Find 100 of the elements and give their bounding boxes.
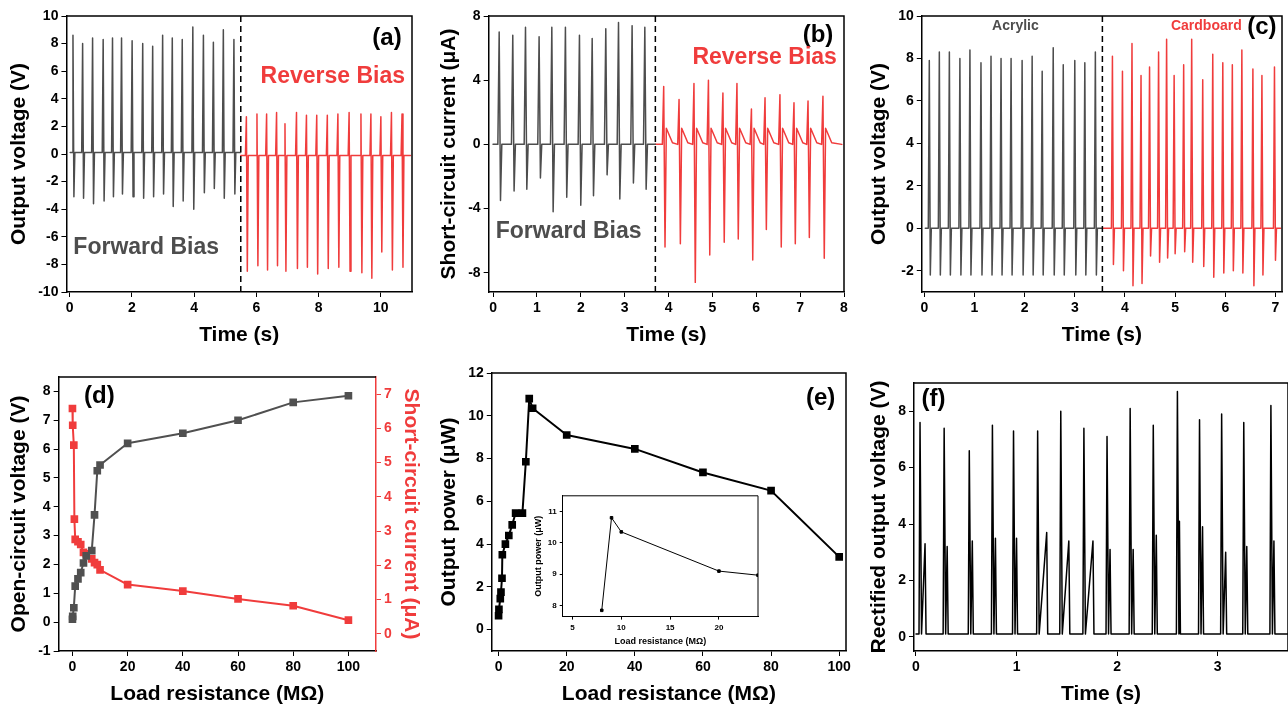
annotation: (c) [1247,11,1277,39]
y-tick-label: 6 [50,62,59,79]
series-label: Forward Bias [73,233,220,260]
x-tick-label: 0 [65,299,74,316]
x-tick-label: 0 [68,658,77,675]
x-tick-label: 4 [190,299,199,316]
annotation: (f) [921,383,946,411]
x-tick-label: 0 [489,299,498,316]
x-tick-label: 6 [752,299,761,316]
x-axis-title: Load resistance (MΩ) [614,636,707,647]
y-tick-label: -8 [45,255,59,272]
y-tick-label: 9 [552,569,558,579]
y2-tick-label: 2 [384,556,393,573]
x-tick-label: 2 [127,299,136,316]
x-axis-title: Time (s) [1060,681,1142,705]
x-tick-label: 5 [570,622,576,632]
x-axis-title: Time (s) [626,322,707,346]
y-tick-label: 4 [42,497,51,514]
y-tick-label: 8 [898,402,907,419]
x-tick-label: 10 [373,299,389,316]
x-tick-label: 15 [665,622,676,632]
y-tick-label: -2 [901,261,914,278]
y2-tick-label: 1 [384,590,393,607]
x-axis-title: Load resistance (MΩ) [110,681,325,705]
y2-tick-label: 4 [384,487,393,504]
x-tick-label: 2 [1113,658,1122,675]
y-tick-label: 6 [475,492,484,509]
y-tick-label: 11 [548,506,558,516]
y-tick-label: 1 [42,584,51,601]
y-tick-label: -4 [45,200,59,217]
x-tick-label: 4 [664,299,673,316]
y-tick-label: 8 [475,449,484,466]
y2-axis-title: Short-circuit current (μA) [400,388,424,640]
y-tick-label: 10 [42,6,59,23]
y-tick-label: 4 [475,534,484,551]
x-tick-label: 3 [620,299,629,316]
y-tick-label: -1 [38,641,51,658]
x-tick-label: 6 [252,299,261,316]
x-tick-label: 7 [1271,299,1280,316]
y-tick-label: 8 [42,382,51,399]
y-axis-title: Rectified output voltage (V) [866,380,890,654]
x-tick-label: 7 [796,299,805,316]
y-tick-label: 4 [472,71,481,88]
x-tick-label: 0 [920,299,929,316]
x-tick-label: 20 [119,658,136,675]
y-axis-title: Open-circuit voltage (V) [6,395,30,633]
y-tick-label: 2 [50,117,59,134]
x-tick-label: 3 [1070,299,1079,316]
x-tick-label: 100 [336,658,361,675]
y-axis-title: Output voltage (V) [6,63,30,245]
y-tick-label: 12 [468,363,484,380]
y-tick-label: -2 [45,172,59,189]
x-tick-label: 2 [1020,299,1029,316]
x-tick-label: 40 [627,658,643,675]
x-tick-label: 40 [175,658,191,675]
x-tick-label: 0 [494,658,503,675]
x-tick-label: 80 [285,658,302,675]
x-axis-title: Time (s) [1061,322,1142,346]
y-tick-label: 2 [905,176,914,193]
x-tick-label: 1 [533,299,542,316]
x-tick-label: 6 [1221,299,1230,316]
y-tick-label: 3 [42,526,51,543]
y-axis-title: Output voltage (V) [866,63,890,245]
y-tick-label: 0 [50,144,59,161]
y-tick-label: 8 [552,600,558,610]
y-axis-title: Output power (μW) [532,515,543,597]
y-tick-label: 2 [475,577,484,594]
x-tick-label: 60 [230,658,247,675]
y-tick-label: 6 [905,91,914,108]
annotation: (d) [84,380,115,408]
x-tick-label: 5 [708,299,717,316]
y2-tick-label: 7 [384,384,393,401]
x-axis-title: Load resistance (MΩ) [561,681,776,705]
annotation: (e) [806,382,836,410]
y-tick-label: -6 [45,227,59,244]
y-tick-label: 6 [898,458,907,475]
x-tick-label: 3 [1213,658,1222,675]
y-tick-label: 0 [472,135,481,152]
y-tick-label: 4 [905,134,914,151]
y-tick-label: -10 [38,282,59,299]
y-tick-label: 10 [547,538,558,548]
y-axis-title: Output power (μW) [436,417,460,607]
y-tick-label: 2 [898,571,907,588]
y-tick-label: 2 [42,555,51,572]
y-axis-title: Short-circuit current (μA) [436,28,460,280]
y-tick-label: -4 [468,199,481,216]
x-tick-label: 8 [314,299,323,316]
y-tick-label: 0 [905,219,914,236]
x-tick-label: 5 [1171,299,1180,316]
y-tick-label: -8 [468,263,481,280]
y-tick-label: 8 [50,34,59,51]
x-tick-label: 20 [714,622,724,632]
y2-tick-label: 5 [384,453,393,470]
series-label: Acrylic [992,16,1039,33]
x-tick-label: 80 [763,658,780,675]
annotation: (a) [372,22,402,50]
x-tick-label: 1 [1012,658,1021,675]
x-tick-label: 100 [827,658,852,675]
y-tick-label: 5 [42,468,51,485]
y-tick-label: 4 [50,89,59,106]
